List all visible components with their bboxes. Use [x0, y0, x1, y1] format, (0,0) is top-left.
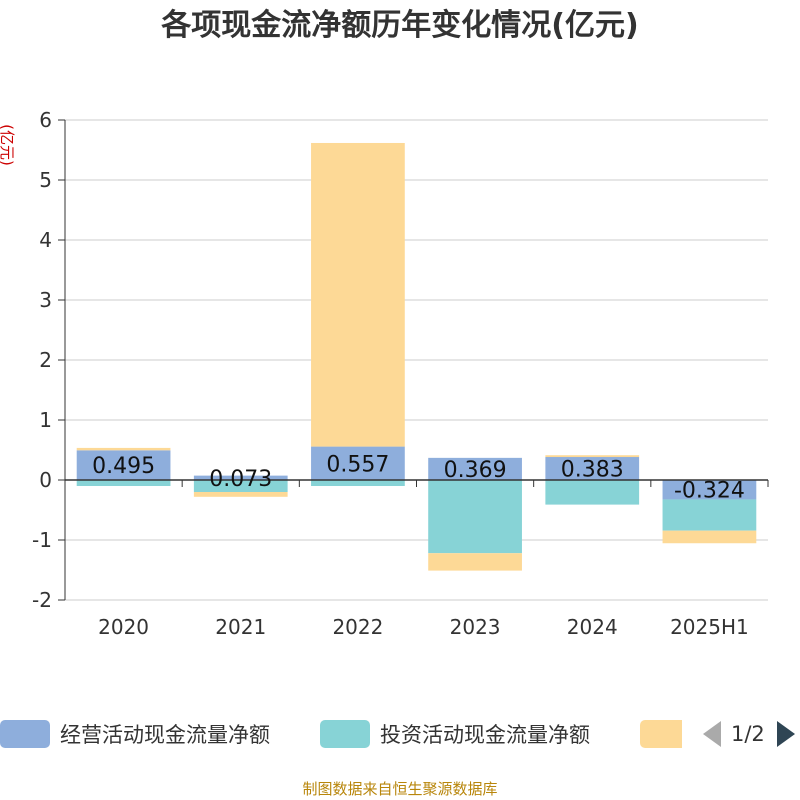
x-tick-label: 2024 — [567, 615, 618, 639]
bar-2021-series-1[interactable] — [193, 480, 288, 492]
legend-item-investing[interactable]: 投资活动现金流量净额 — [320, 714, 590, 754]
y-axis-label: (亿元) — [0, 124, 16, 166]
y-tick-label: 5 — [39, 168, 52, 192]
data-label-2021: 0.073 — [209, 467, 272, 492]
y-tick-label: 0 — [39, 468, 52, 492]
y-tick-label: -2 — [32, 588, 52, 612]
x-tick-label: 2021 — [215, 615, 266, 639]
bar-2025H1-series-1[interactable] — [662, 499, 757, 531]
bar-2022-series-2[interactable] — [311, 142, 405, 447]
data-label-2023: 0.369 — [444, 458, 507, 483]
legend-item-operating[interactable]: 经营活动现金流量净额 — [0, 714, 270, 754]
bar-2024-series-2[interactable] — [545, 455, 640, 458]
legend-swatch-financing — [640, 720, 682, 748]
prev-page-icon[interactable] — [703, 721, 721, 747]
bar-2025H1-series-0[interactable] — [662, 480, 757, 500]
bar-2021-series-2[interactable] — [193, 492, 288, 497]
next-page-icon[interactable] — [776, 721, 795, 747]
y-tick-label: 2 — [39, 348, 52, 372]
chart-title: 各项现金流净额历年变化情况(亿元) — [161, 8, 639, 43]
data-label-2024: 0.383 — [561, 458, 624, 483]
bar-2024-series-1[interactable] — [545, 480, 640, 505]
x-tick-label: 2023 — [450, 615, 501, 639]
y-tick-label: 6 — [39, 108, 52, 132]
bars — [76, 142, 757, 571]
legend-item-financing[interactable] — [640, 714, 682, 754]
data-label-2025H1: -0.324 — [674, 479, 745, 504]
bar-2020-series-2[interactable] — [76, 447, 171, 451]
legend-label-investing: 投资活动现金流量净额 — [380, 723, 590, 747]
y-tick-label: 1 — [39, 408, 52, 432]
y-tick-label: 4 — [39, 228, 52, 252]
axes: -2 -1 0 1 2 3 4 5 6 2020 2021 2022 2023 2024 2025H1 — [32, 108, 769, 639]
bar-2023-series-1[interactable] — [428, 480, 522, 554]
data-label-2022: 0.557 — [326, 452, 389, 477]
legend-label-operating: 经营活动现金流量净额 — [60, 723, 270, 747]
x-tick-label: 2025H1 — [670, 615, 749, 639]
bar-2020-series-1[interactable] — [76, 480, 171, 486]
x-tick-label: 2020 — [98, 615, 149, 639]
bar-2025H1-series-2[interactable] — [662, 530, 757, 544]
x-tick-label: 2022 — [332, 615, 383, 639]
legend: 经营活动现金流量净额 投资活动现金流量净额 — [0, 714, 800, 754]
legend-pager: 1/2 — [700, 714, 800, 754]
data-label-2020: 0.495 — [92, 454, 155, 479]
y-tick-label: -1 — [32, 528, 52, 552]
data-labels: 0.495 0.073 0.557 0.369 0.383 -0.324 — [92, 452, 745, 503]
bar-2020-series-0[interactable] — [76, 450, 171, 480]
bar-2023-series-2[interactable] — [428, 553, 522, 571]
bar-2021-series-0[interactable] — [193, 475, 288, 480]
bar-chart: (亿元) -2 -1 0 1 2 3 4 5 6 2020 2021 2022 2023 2024 2025… — [0, 108, 769, 639]
legend-page-indicator: 1/2 — [731, 722, 765, 746]
y-tick-label: 3 — [39, 288, 52, 312]
bar-2022-series-1[interactable] — [311, 480, 405, 486]
data-source-note: 制图数据来自恒生聚源数据库 — [302, 780, 498, 798]
legend-swatch-investing — [320, 720, 370, 748]
legend-swatch-operating — [0, 720, 50, 748]
bar-2023-series-0[interactable] — [428, 457, 522, 480]
bar-2024-series-0[interactable] — [545, 457, 640, 480]
bar-2022-series-0[interactable] — [311, 446, 405, 480]
